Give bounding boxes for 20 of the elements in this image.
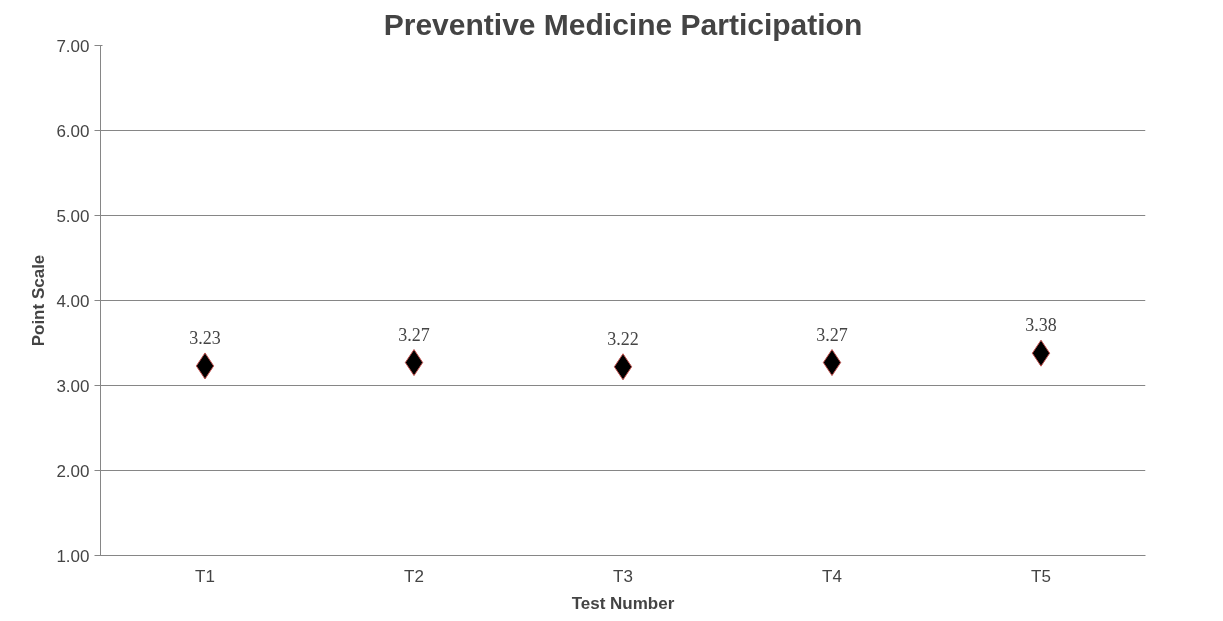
chart-title: Preventive Medicine Participation: [383, 7, 863, 41]
y-tick-label: 7.00: [56, 36, 90, 56]
y-axis-title: Point Scale: [29, 254, 49, 347]
x-tick-label: T5: [1031, 566, 1051, 586]
data-label: 3.27: [398, 324, 430, 345]
data-label: 3.22: [607, 328, 639, 349]
data-label: 3.27: [816, 324, 848, 345]
y-tick-label: 1.00: [56, 546, 90, 566]
y-tick-label: 6.00: [56, 121, 90, 141]
x-tick-label: T3: [613, 566, 633, 586]
data-label: 3.38: [1025, 315, 1057, 336]
y-tick-label: 4.00: [56, 291, 90, 311]
y-tick-label: 5.00: [56, 206, 90, 226]
x-axis-title: Test Number: [571, 593, 675, 613]
x-tick-label: T4: [822, 566, 842, 586]
data-label: 3.23: [189, 327, 221, 348]
y-tick-label: 3.00: [56, 376, 90, 396]
x-tick-label: T2: [404, 566, 424, 586]
x-tick-label: T1: [195, 566, 215, 586]
y-tick-label: 2.00: [56, 461, 90, 481]
